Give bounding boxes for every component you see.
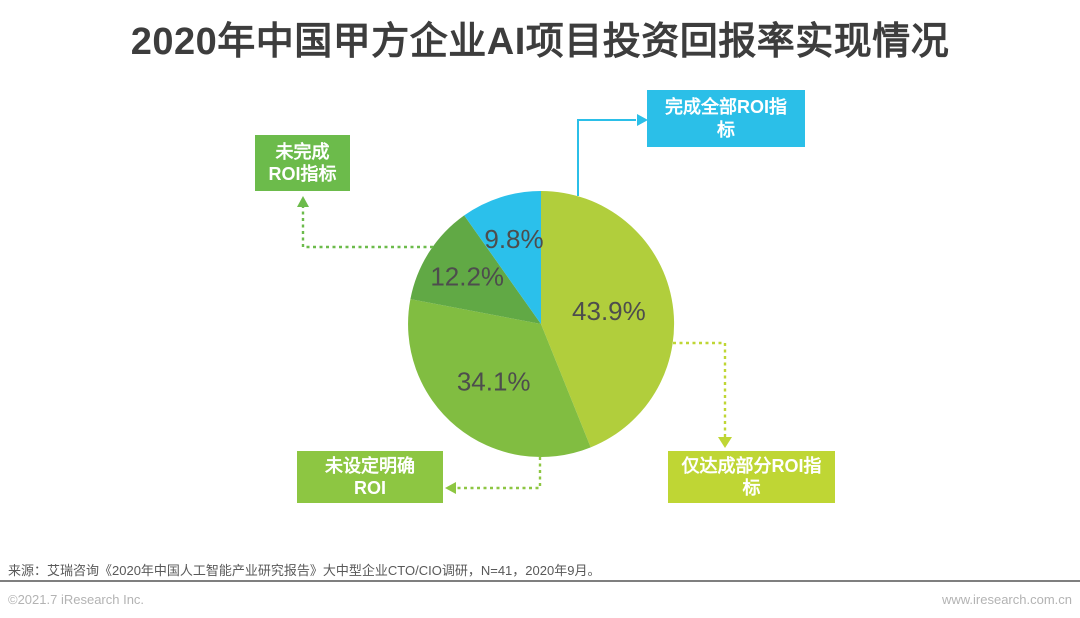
- pie-slice-value-label: 34.1%: [457, 367, 531, 397]
- footer-website: www.iresearch.com.cn: [941, 592, 1072, 607]
- pie-slice-value-label: 9.8%: [484, 224, 543, 254]
- pie-slice-value-label: 12.2%: [430, 262, 504, 292]
- connector-complete-all-roi-arrowhead-icon: [637, 114, 648, 126]
- connector-partial-roi-arrowhead-icon: [718, 437, 732, 448]
- page-title: 2020年中国甲方企业AI项目投资回报率实现情况: [130, 21, 950, 63]
- footer-copyright: ©2021.7 iResearch Inc.: [8, 592, 145, 607]
- pie-slice-2: [408, 299, 591, 458]
- pie-slice-1: [541, 190, 675, 448]
- callout-not-complete-roi: 未完成ROI指标: [255, 135, 350, 191]
- connector-no-clear-roi-arrowhead-icon: [445, 482, 456, 494]
- connector-partial-roi: [673, 341, 727, 437]
- pie-slice-value-label: 43.9%: [572, 296, 646, 326]
- connector-complete-all-roi: [577, 119, 636, 196]
- source-note: 来源：艾瑞咨询《2020年中国人工智能产业研究报告》大中型企业CTO/CIO调研…: [8, 563, 601, 578]
- footer-divider: [0, 580, 1080, 582]
- connector-no-clear-roi: [456, 457, 542, 490]
- callout-complete-all-roi: 完成全部ROI指标: [647, 90, 805, 147]
- callout-partial-roi: 仅达成部分ROI指标: [668, 451, 835, 503]
- pie-slice-4: [464, 191, 541, 324]
- connector-not-complete-roi-arrowhead-icon: [297, 196, 309, 207]
- connector-not-complete-roi: [301, 207, 433, 249]
- callout-no-clear-roi: 未设定明确ROI: [297, 451, 443, 503]
- pie-slice-3: [410, 215, 541, 324]
